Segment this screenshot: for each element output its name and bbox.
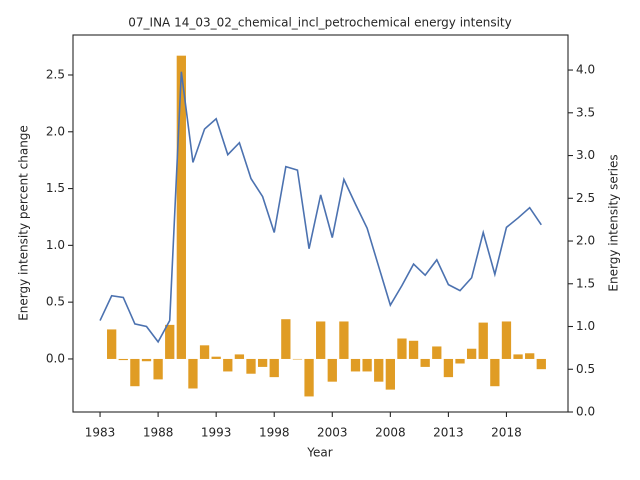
y2-tick-label: 0.0 <box>576 405 595 419</box>
bar <box>304 358 314 397</box>
y-tick-label: 0.5 <box>46 295 65 309</box>
bar <box>443 358 454 378</box>
y2-tick-label: 3.5 <box>576 105 595 119</box>
bar <box>374 358 384 382</box>
y-tick-label: 0.0 <box>46 351 65 365</box>
x-tick-label: 2008 <box>375 426 406 440</box>
bar <box>478 322 488 359</box>
bar <box>153 358 163 380</box>
chart-title: 07_INA 14_03_02_chemical_incl_petrochemi… <box>128 16 511 30</box>
bar <box>513 354 523 359</box>
bar <box>130 358 140 387</box>
x-tick-label: 1998 <box>259 426 290 440</box>
y2-axis-label: Energy intensity series <box>607 154 621 291</box>
bar <box>432 346 442 359</box>
bar <box>455 358 465 364</box>
x-tick-label: 2003 <box>317 426 348 440</box>
bar <box>118 358 128 361</box>
bar <box>141 358 152 362</box>
bar <box>234 354 245 359</box>
x-tick-label: 1988 <box>143 426 174 440</box>
bar <box>397 338 407 359</box>
bar <box>176 55 186 359</box>
bar <box>246 358 256 374</box>
y2-tick-label: 1.5 <box>576 276 595 290</box>
bar <box>257 358 268 367</box>
y2-tick-label: 3.0 <box>576 148 595 162</box>
bar <box>420 358 430 367</box>
bar <box>501 321 512 359</box>
x-axis-label: Year <box>306 446 332 460</box>
line <box>99 71 542 344</box>
bar <box>536 358 546 370</box>
y-tick-label: 1.5 <box>46 181 65 195</box>
y2-tick-label: 1.0 <box>576 319 595 333</box>
x-tick-label: 2018 <box>491 426 522 440</box>
bar <box>292 358 303 360</box>
bar <box>165 324 175 359</box>
x-tick-label: 1993 <box>201 426 232 440</box>
bar <box>211 356 221 359</box>
x-tick-label: 2013 <box>433 426 464 440</box>
y2-tick-label: 2.5 <box>576 191 595 205</box>
y2-tick-label: 0.5 <box>576 362 595 376</box>
bar <box>316 321 326 359</box>
bar <box>466 348 477 359</box>
bar <box>223 358 233 372</box>
y2-tick-label: 2.0 <box>576 234 595 248</box>
bar <box>490 358 500 387</box>
y-axis-label: Energy intensity percent change <box>17 125 31 321</box>
bar <box>525 353 535 359</box>
bar <box>385 358 395 390</box>
bar <box>199 345 210 359</box>
bar <box>107 329 117 359</box>
y-tick-label: 2.0 <box>46 124 65 138</box>
bar <box>362 358 372 372</box>
bar <box>339 321 349 359</box>
bar <box>281 319 291 359</box>
x-tick-label: 1983 <box>85 426 116 440</box>
bar <box>269 358 279 378</box>
plot-frame <box>72 34 569 413</box>
bar <box>327 358 337 382</box>
y-tick-label: 1.0 <box>46 238 65 252</box>
y2-tick-label: 4.0 <box>576 63 595 77</box>
bar <box>350 358 361 372</box>
bar <box>408 340 419 359</box>
bar <box>188 358 198 389</box>
y-tick-label: 2.5 <box>46 67 65 81</box>
